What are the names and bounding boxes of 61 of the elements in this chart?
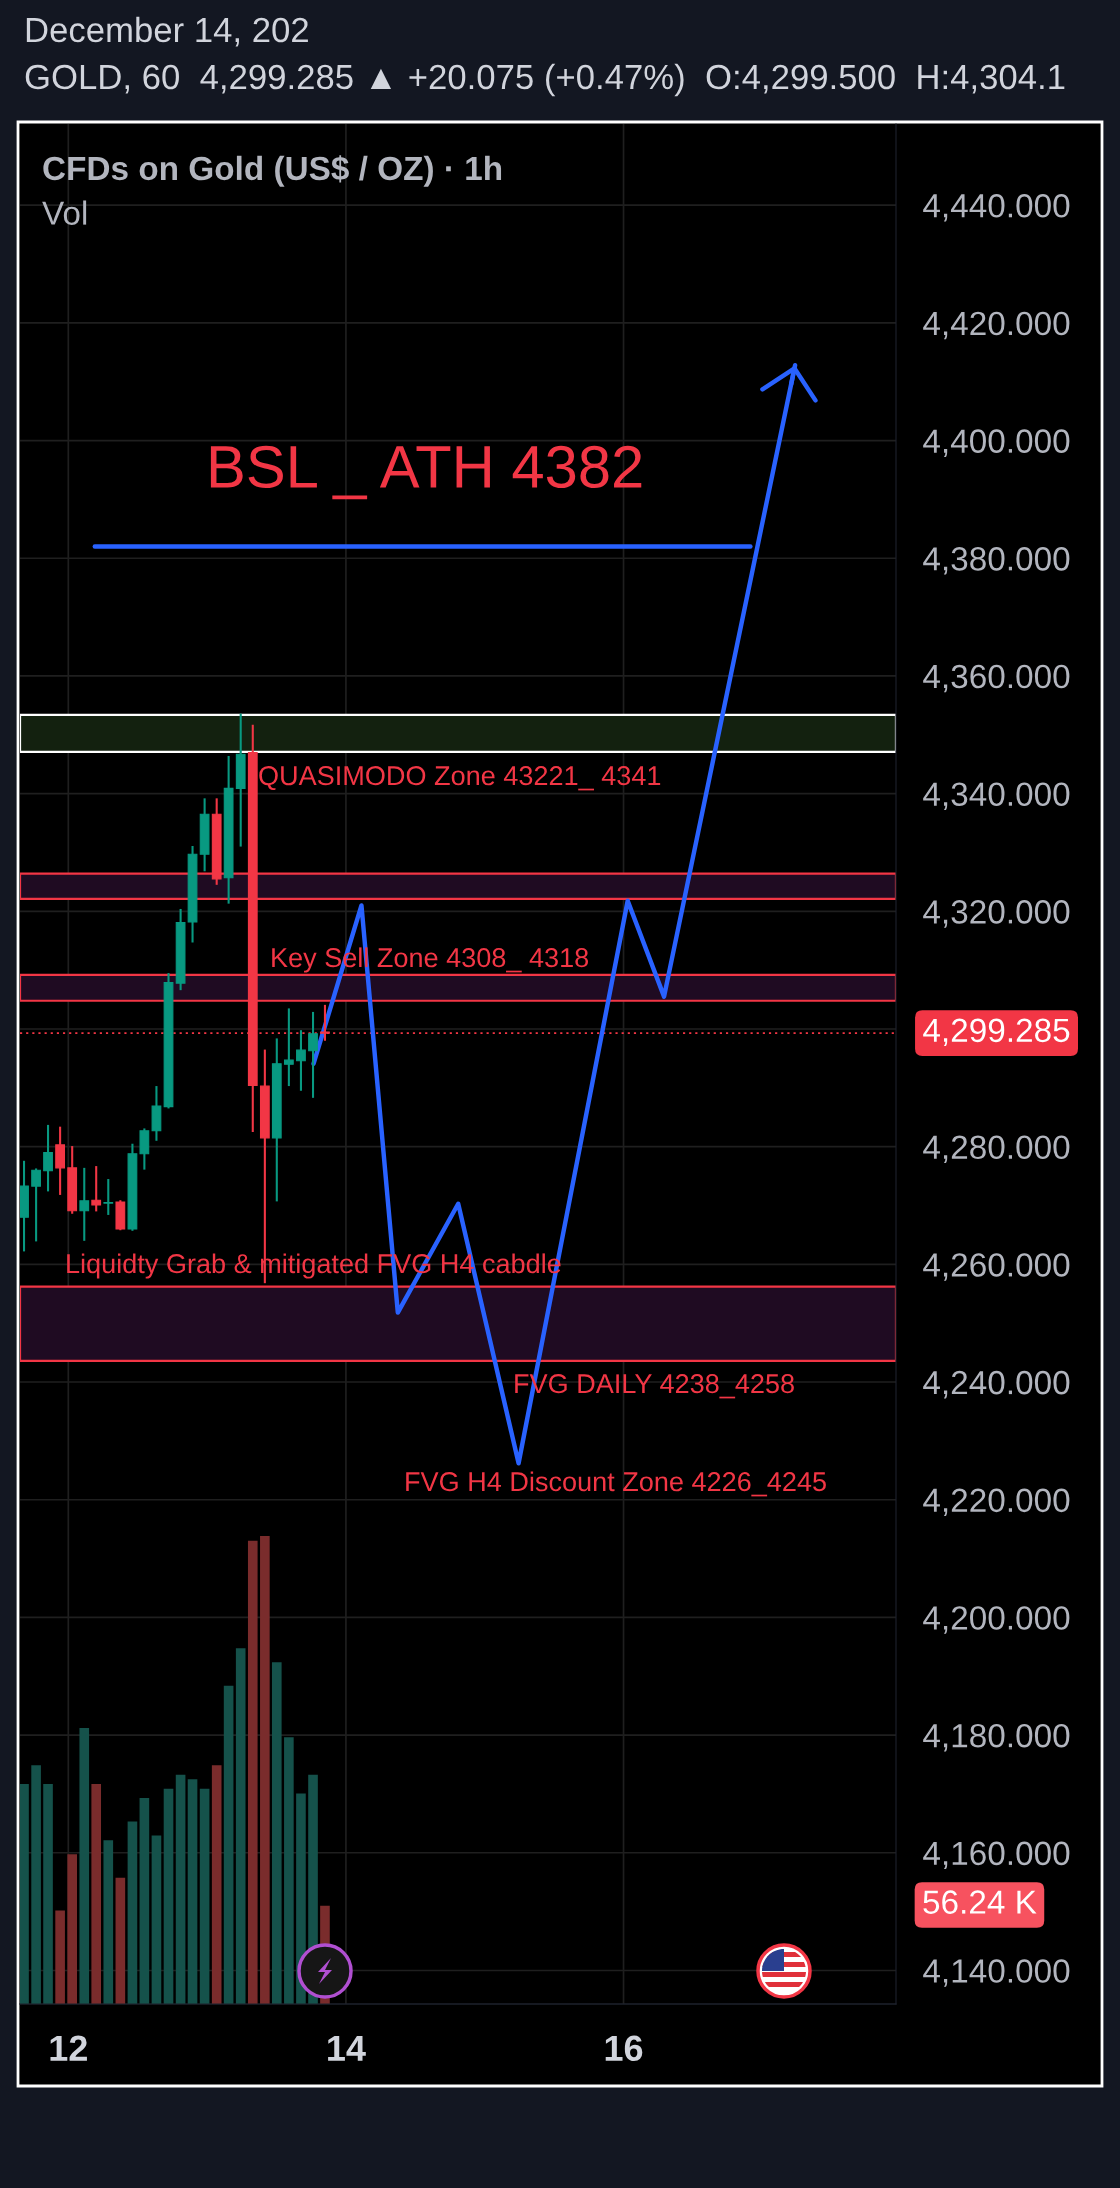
annotation: BSL _ ATH 4382 <box>210 445 642 500</box>
bar <box>151 1835 162 2004</box>
bar <box>235 1648 246 2004</box>
y-tick-label: 4,440.000 <box>923 194 1070 222</box>
y-tick-label: 4,340.000 <box>923 782 1070 810</box>
y-tick-label: 4,160.000 <box>923 1841 1070 1870</box>
bar <box>271 1662 282 2004</box>
bar <box>187 1779 198 2004</box>
annotation: FVG H4 Discount Zone 4226_4245 <box>406 1471 826 1497</box>
bar <box>103 1840 114 2004</box>
bar <box>91 1784 102 2004</box>
text: CFDs on Gold (US$ / OZ) · 1h <box>43 155 502 187</box>
candlestick <box>308 1010 318 1099</box>
bar <box>55 1910 65 2004</box>
candlestick <box>296 1029 306 1092</box>
y-tick-label: 4,320.000 <box>923 900 1070 928</box>
candlestick <box>139 1127 150 1171</box>
y-tick-label: 4,360.000 <box>923 664 1070 693</box>
bar <box>163 1788 174 2004</box>
bar <box>260 1536 270 2004</box>
bar <box>211 1765 222 2004</box>
annotation: QUASIMODO Zone 43221_ 4341 <box>259 766 661 791</box>
bar <box>31 1765 41 2004</box>
candlestick <box>79 1166 90 1242</box>
candlestick <box>55 1125 66 1196</box>
y-tick-label: 4,400.000 <box>923 429 1070 457</box>
candlestick <box>103 1178 114 1216</box>
y-tick-label: 4,280.000 <box>923 1135 1070 1164</box>
bar <box>20 1784 29 2004</box>
y-tick-label: 4,180.000 <box>923 1723 1070 1752</box>
bar <box>247 1540 258 2004</box>
bar <box>284 1737 294 2004</box>
text: December 14, 202 <box>26 16 308 47</box>
x-tick-label: 16 <box>605 2035 643 2062</box>
y-tick-label: 4,200.000 <box>923 1606 1070 1634</box>
bar <box>127 1821 138 2004</box>
candlestick <box>91 1165 102 1213</box>
bar <box>199 1788 210 2004</box>
bar <box>115 1877 126 2004</box>
candlestick <box>31 1167 41 1243</box>
bar <box>139 1798 150 2004</box>
y-tick-label: 4,220.000 <box>923 1488 1070 1517</box>
bar <box>175 1774 186 2004</box>
x-tick-label: 12 <box>50 2035 87 2061</box>
bar <box>43 1784 53 2004</box>
chart-title: Vol <box>42 200 87 225</box>
candlestick <box>43 1123 53 1193</box>
y-tick-label: 4,240.000 <box>923 1370 1070 1399</box>
y-tick-label: 4,420.000 <box>923 311 1070 340</box>
y-tick-label: 4,260.000 <box>923 1253 1070 1281</box>
chart-subtitle: GOLD, 60 4,299.285 ▲ +20.075 (+0.47%) O:4,299.500 H:4,304.1 <box>25 63 1065 97</box>
ref-line-label: 4,299.285 <box>923 1018 1070 1047</box>
y-tick-label: 4,140.000 <box>923 1959 1070 1987</box>
bar <box>223 1685 234 2004</box>
bar <box>67 1854 78 2004</box>
y-tick-label: 4,380.000 <box>923 547 1070 575</box>
candlestick <box>283 1007 294 1088</box>
candlestick <box>320 1003 330 1042</box>
x-tick-label: 14 <box>328 2035 366 2061</box>
bar <box>79 1727 90 2004</box>
text: 56.24 K <box>923 1890 1037 1914</box>
